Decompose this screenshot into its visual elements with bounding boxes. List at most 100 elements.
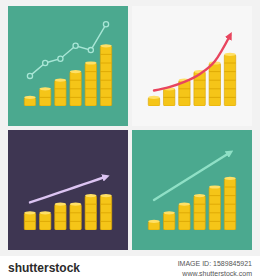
coin-edge bbox=[209, 195, 220, 196]
coin-top bbox=[163, 211, 174, 214]
coin-edge bbox=[100, 71, 111, 72]
coin-edge bbox=[85, 71, 96, 72]
bar bbox=[39, 213, 50, 230]
coin-edge bbox=[24, 221, 35, 222]
plot-area bbox=[24, 177, 111, 230]
coin-edge bbox=[224, 212, 235, 213]
coin-edge bbox=[224, 187, 235, 188]
marker bbox=[103, 22, 108, 27]
bar bbox=[39, 89, 50, 106]
coin-edge bbox=[163, 221, 174, 222]
bar bbox=[70, 204, 81, 230]
coin-edge bbox=[70, 97, 81, 98]
coin-edge bbox=[224, 221, 235, 222]
panel-background bbox=[8, 6, 128, 126]
marker bbox=[43, 60, 48, 65]
coin-top bbox=[209, 185, 220, 188]
coin-edge bbox=[55, 97, 66, 98]
coin-top bbox=[24, 96, 35, 99]
coin-edge bbox=[194, 204, 205, 205]
coin-top bbox=[85, 61, 96, 64]
coin-edge bbox=[209, 212, 220, 213]
coin-stack bbox=[148, 96, 159, 106]
panel bbox=[8, 6, 128, 126]
line bbox=[30, 24, 106, 76]
bar bbox=[179, 204, 190, 230]
coin-stack bbox=[85, 194, 96, 230]
bar bbox=[85, 196, 96, 230]
coin-top bbox=[148, 96, 159, 99]
coin-top bbox=[179, 203, 190, 206]
panel-background bbox=[132, 130, 252, 250]
bar bbox=[209, 187, 220, 230]
footer: shutterstockIMAGE ID: 1589845921www.shut… bbox=[0, 256, 260, 280]
coin-edge bbox=[100, 80, 111, 81]
coin-stack bbox=[55, 79, 66, 106]
coin-edge bbox=[209, 221, 220, 222]
coin-edge bbox=[100, 97, 111, 98]
bar bbox=[55, 204, 66, 230]
coin-edge bbox=[194, 88, 205, 89]
coin-edge bbox=[55, 88, 66, 89]
coin-stack bbox=[39, 211, 50, 230]
coin-top bbox=[70, 70, 81, 73]
coin-stack bbox=[100, 194, 111, 230]
coin-edge bbox=[85, 88, 96, 89]
coin-top bbox=[224, 177, 235, 180]
coin-stack bbox=[224, 53, 235, 106]
coin-stack bbox=[194, 194, 205, 230]
marker bbox=[88, 48, 93, 53]
marker bbox=[27, 73, 32, 78]
coin-edge bbox=[209, 71, 220, 72]
bar bbox=[85, 63, 96, 106]
coin-edge bbox=[179, 221, 190, 222]
coin-edge bbox=[179, 97, 190, 98]
coin-stack bbox=[70, 203, 81, 230]
coin-edge bbox=[55, 221, 66, 222]
coin-stack bbox=[55, 203, 66, 230]
coin-stack bbox=[24, 211, 35, 230]
coin-top bbox=[148, 220, 159, 223]
marker bbox=[58, 56, 63, 61]
coin-stack bbox=[70, 70, 81, 106]
coin-stack bbox=[39, 87, 50, 106]
coin-edge bbox=[70, 88, 81, 89]
coin-edge bbox=[85, 80, 96, 81]
bar bbox=[224, 178, 235, 230]
coin-edge bbox=[55, 212, 66, 213]
coin-stack bbox=[209, 185, 220, 230]
coin-edge bbox=[100, 88, 111, 89]
coin-stack bbox=[163, 87, 174, 106]
coin-edge bbox=[194, 80, 205, 81]
coin-stack bbox=[179, 203, 190, 230]
coin-edge bbox=[70, 80, 81, 81]
coin-edge bbox=[224, 97, 235, 98]
coin-top bbox=[85, 194, 96, 197]
coin-top bbox=[39, 87, 50, 90]
bar bbox=[209, 63, 220, 106]
coin-top bbox=[100, 194, 111, 197]
bar bbox=[224, 54, 235, 106]
bar bbox=[163, 89, 174, 106]
coin-edge bbox=[100, 63, 111, 64]
coin-edge bbox=[194, 97, 205, 98]
coin-edge bbox=[85, 221, 96, 222]
coin-edge bbox=[100, 54, 111, 55]
line bbox=[30, 177, 106, 203]
canvas: shutterstockIMAGE ID: 1589845921www.shut… bbox=[0, 0, 260, 280]
coin-stack bbox=[100, 44, 111, 106]
coin-edge bbox=[100, 212, 111, 213]
bar bbox=[163, 213, 174, 230]
coin-edge bbox=[70, 212, 81, 213]
coin-top bbox=[194, 194, 205, 197]
bar bbox=[194, 196, 205, 230]
coin-top bbox=[100, 44, 111, 47]
coin-edge bbox=[100, 204, 111, 205]
coin-top bbox=[70, 203, 81, 206]
marker bbox=[73, 43, 78, 48]
bar bbox=[24, 213, 35, 230]
coin-stack bbox=[148, 220, 159, 230]
coin-edge bbox=[209, 204, 220, 205]
panel bbox=[132, 130, 252, 250]
coin-stack bbox=[209, 61, 220, 106]
